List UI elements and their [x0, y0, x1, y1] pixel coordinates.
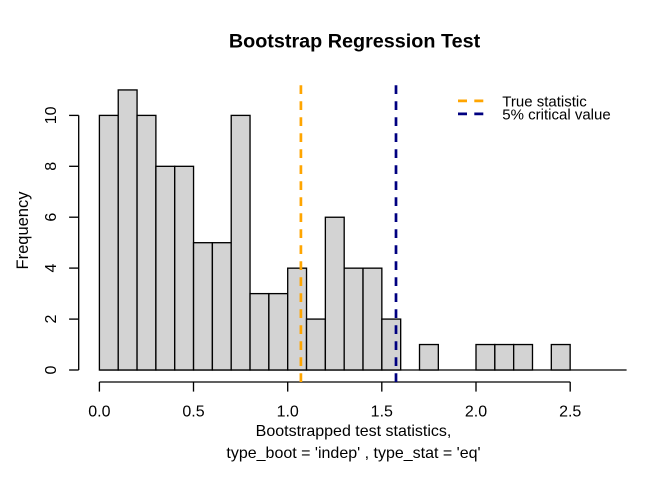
svg-text:10: 10 [43, 106, 60, 124]
svg-text:True statistic: True statistic [502, 94, 587, 111]
svg-text:type_boot = 'indep' , type_sta: type_boot = 'indep' , type_stat = 'eq' [226, 445, 480, 462]
svg-text:Frequency: Frequency [14, 191, 32, 270]
svg-text:2.0: 2.0 [465, 404, 487, 421]
svg-text:5% critical value: 5% critical value [502, 106, 610, 123]
svg-text:1.0: 1.0 [277, 404, 299, 421]
svg-text:8: 8 [43, 162, 60, 171]
svg-text:Bootstrapped test statistics,: Bootstrapped test statistics, [256, 423, 452, 440]
svg-text:0: 0 [43, 365, 60, 374]
svg-text:2.5: 2.5 [559, 404, 581, 421]
svg-text:6: 6 [43, 213, 60, 222]
svg-text:4: 4 [43, 264, 60, 273]
svg-text:0.0: 0.0 [88, 404, 110, 421]
svg-text:2: 2 [43, 315, 60, 324]
svg-text:1.5: 1.5 [371, 404, 393, 421]
svg-text:0.5: 0.5 [182, 404, 204, 421]
svg-text:Bootstrap Regression Test: Bootstrap Regression Test [229, 30, 481, 52]
